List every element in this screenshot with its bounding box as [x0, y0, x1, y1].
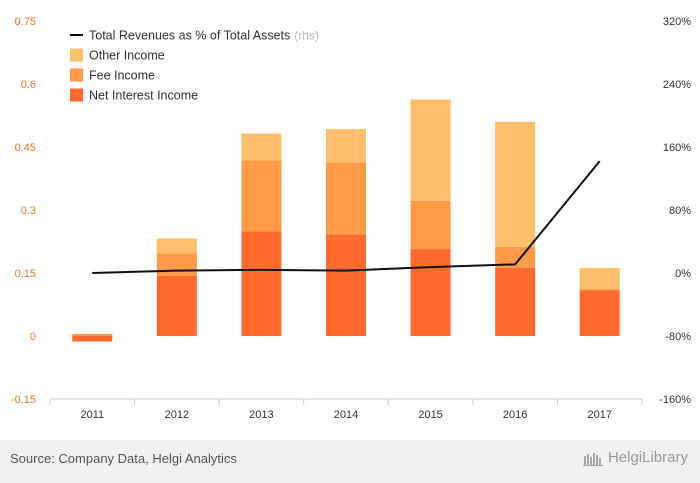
y-tick-label: 0.15: [15, 268, 36, 280]
bar-fee-income: [579, 288, 620, 291]
bar-net-interest-income: [72, 336, 113, 342]
bar-other-income: [156, 238, 197, 254]
legend-box-marker: [70, 68, 83, 82]
y2-tick-label: -80%: [665, 331, 691, 343]
bar-net-interest-income: [495, 267, 536, 336]
bar-fee-income: [72, 333, 113, 336]
brand-name: HelgiLibrary: [607, 449, 688, 466]
library-icon: [582, 452, 603, 466]
x-tick-label: 2017: [587, 409, 611, 421]
y-tick-label: 0.75: [15, 16, 36, 28]
y-tick-label: 0.45: [15, 142, 36, 154]
x-tick-label: 2013: [249, 409, 273, 421]
bar-net-interest-income: [410, 249, 451, 336]
bar-net-interest-income: [241, 231, 282, 336]
y-tick-label: 0.6: [21, 79, 36, 91]
bar-fee-income: [156, 253, 197, 276]
bar-other-income: [579, 267, 620, 289]
chart: -0.15 0 0.15 0.3 0.45 0.6 0.75 -160% -80% 0% 80% 16…: [11, 16, 691, 421]
bar-net-interest-income: [579, 290, 620, 336]
legend-label: Total Revenues as % of Total Assets (rhs): [89, 29, 319, 43]
bar-fee-income: [241, 160, 282, 232]
y-tick-label: 0.3: [21, 205, 36, 217]
y-tick-label: -0.15: [11, 394, 36, 406]
legend-label-suffix: (rhs): [294, 29, 319, 43]
bar-net-interest-income: [326, 234, 366, 336]
legend-label: Fee Income: [89, 69, 155, 83]
legend-box-marker: [70, 48, 83, 62]
y2-tick-label: 0%: [675, 268, 691, 280]
y2-tick-label: 160%: [663, 142, 691, 154]
legend-label: Other Income: [89, 49, 165, 63]
legend-box-marker: [70, 88, 83, 102]
line-total-revenues: [92, 160, 601, 274]
x-tick-label: 2011: [80, 409, 104, 421]
footer-bar: Source: Company Data, Helgi Analytics He…: [0, 440, 700, 483]
bar-other-income: [241, 133, 282, 161]
x-tick-label: 2016: [503, 409, 527, 421]
bar-other-income: [326, 128, 366, 163]
y2-tick-label: 240%: [663, 79, 691, 91]
bar-other-income: [410, 99, 451, 201]
bar-fee-income: [326, 162, 366, 235]
bar-fee-income: [410, 200, 451, 250]
source-note: Source: Company Data, Helgi Analytics: [10, 451, 237, 466]
x-tick-label: 2015: [418, 409, 442, 421]
x-tick-label: 2012: [165, 409, 189, 421]
y-tick-label: 0: [30, 331, 36, 343]
y2-tick-label: -160%: [659, 394, 691, 406]
y2-tick-label: 320%: [663, 16, 691, 28]
y2-tick-label: 80%: [669, 205, 691, 217]
bar-other-income: [495, 121, 536, 247]
brand-logo: HelgiLibrary: [582, 449, 688, 466]
bar-net-interest-income: [156, 275, 197, 336]
x-tick-label: 2014: [334, 409, 358, 421]
legend-label: Net Interest Income: [89, 89, 198, 103]
